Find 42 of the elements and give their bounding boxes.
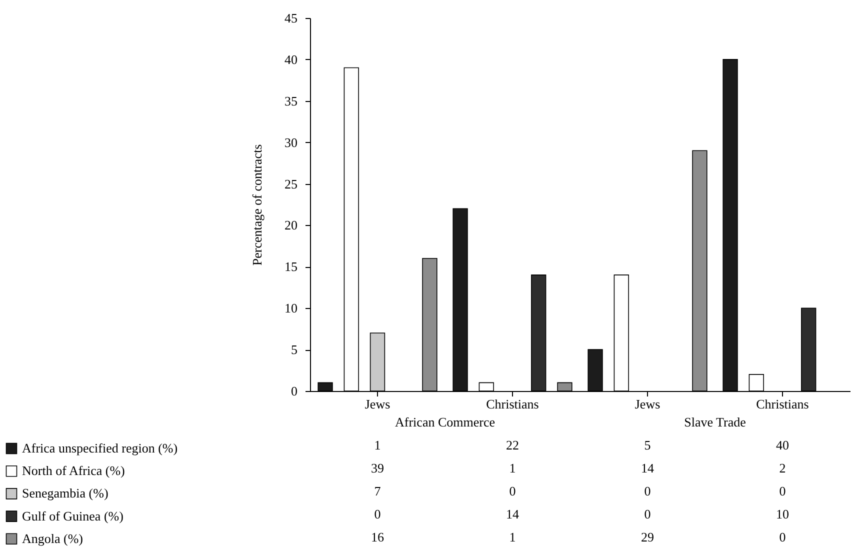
y-tick-label: 45 bbox=[284, 10, 298, 26]
data-label: 0 bbox=[644, 484, 651, 498]
data-label: 10 bbox=[776, 506, 789, 522]
legend-label: North of Africa (%) bbox=[22, 463, 125, 478]
data-label: 1 bbox=[374, 438, 381, 452]
data-label: 2 bbox=[779, 460, 786, 476]
data-label: 16 bbox=[371, 530, 384, 544]
text: African Commerce bbox=[395, 414, 496, 430]
text: Slave Trade bbox=[684, 414, 746, 430]
data-label: 7 bbox=[374, 484, 382, 498]
y-tick-label: 40 bbox=[284, 52, 298, 67]
legend-label: Africa unspecified region (%) bbox=[22, 440, 178, 456]
y-tick-label: 20 bbox=[284, 218, 298, 233]
y-tick-label: 25 bbox=[284, 176, 298, 192]
data-label: 1 bbox=[509, 460, 516, 476]
data-label: 22 bbox=[506, 438, 519, 452]
data-label: 0 bbox=[779, 484, 786, 498]
legend-label: Senegambia (%) bbox=[22, 486, 108, 501]
x-tick-label: Christians bbox=[486, 396, 539, 412]
y-tick-label: 10 bbox=[284, 300, 298, 316]
data-label: 40 bbox=[776, 438, 789, 452]
legend-label: Gulf of Guinea (%) bbox=[22, 508, 124, 524]
data-label: 14 bbox=[641, 460, 654, 476]
data-label: 29 bbox=[641, 530, 654, 544]
y-tick-label: 15 bbox=[284, 259, 298, 274]
data-label: 0 bbox=[644, 506, 651, 522]
legend-label: Angola (%) bbox=[22, 530, 84, 546]
x-tick-label: Jews bbox=[364, 396, 390, 412]
data-label: 0 bbox=[509, 484, 516, 498]
y-tick-label: 30 bbox=[284, 134, 298, 150]
data-label: 5 bbox=[644, 438, 651, 452]
data-label: 39 bbox=[371, 460, 384, 476]
x-tick-label: Jews bbox=[634, 396, 660, 412]
data-label: 14 bbox=[506, 506, 520, 522]
y-tick-label: 0 bbox=[291, 384, 298, 398]
y-tick-label: 5 bbox=[291, 342, 298, 358]
y-axis-title: Percentage of contracts bbox=[250, 144, 264, 266]
x-tick-label: Christians bbox=[756, 396, 809, 412]
y-tick-label: 35 bbox=[284, 93, 298, 108]
data-label: 0 bbox=[374, 506, 381, 522]
data-label: 0 bbox=[779, 530, 786, 544]
data-label: 1 bbox=[509, 530, 516, 544]
